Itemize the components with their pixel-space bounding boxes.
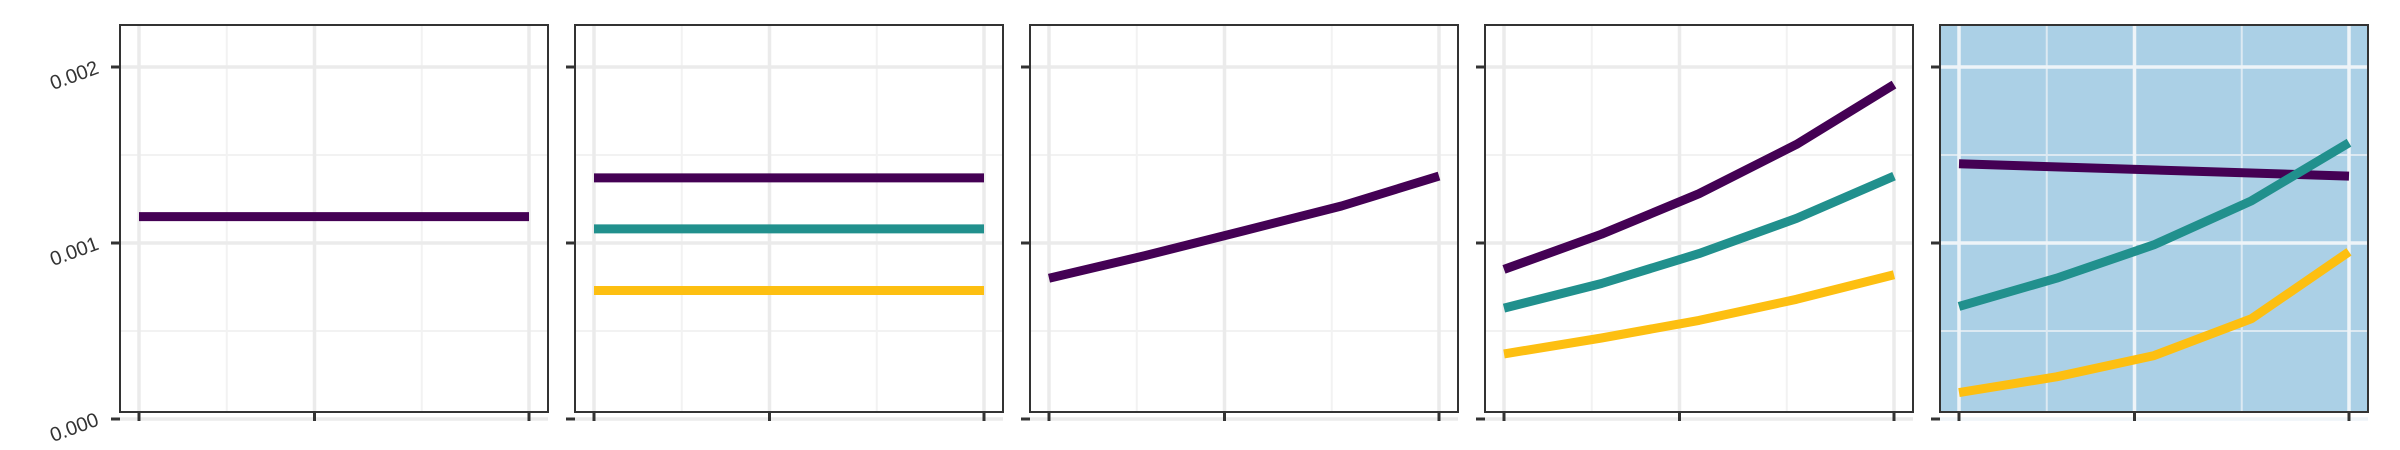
facet-panel (1476, 24, 1914, 421)
panel-background (1485, 25, 1913, 412)
series-line (1957, 138, 2352, 311)
series-line (1502, 171, 1896, 313)
series-line (1502, 80, 1897, 274)
y-tick-label: 0.001 (47, 233, 102, 271)
panel-border (1939, 24, 2369, 413)
panel-border (119, 24, 549, 413)
panel-background (1940, 25, 2368, 412)
facet-panel (111, 24, 549, 421)
y-tick-label: 0.000 (47, 409, 102, 447)
facet-panel (566, 24, 1004, 421)
series-line (1047, 171, 1441, 283)
panel-background (1030, 25, 1458, 412)
facet-panel (1021, 24, 1459, 421)
series-line (1958, 248, 2352, 398)
panel-background (575, 25, 1003, 412)
facet-panel (1931, 24, 2369, 421)
panel-border (1029, 24, 1459, 413)
panel-border (574, 24, 1004, 413)
series-line (1958, 159, 2350, 181)
series-line (1503, 270, 1896, 359)
panel-border (1484, 24, 1914, 413)
y-tick-label: 0.002 (47, 57, 102, 95)
